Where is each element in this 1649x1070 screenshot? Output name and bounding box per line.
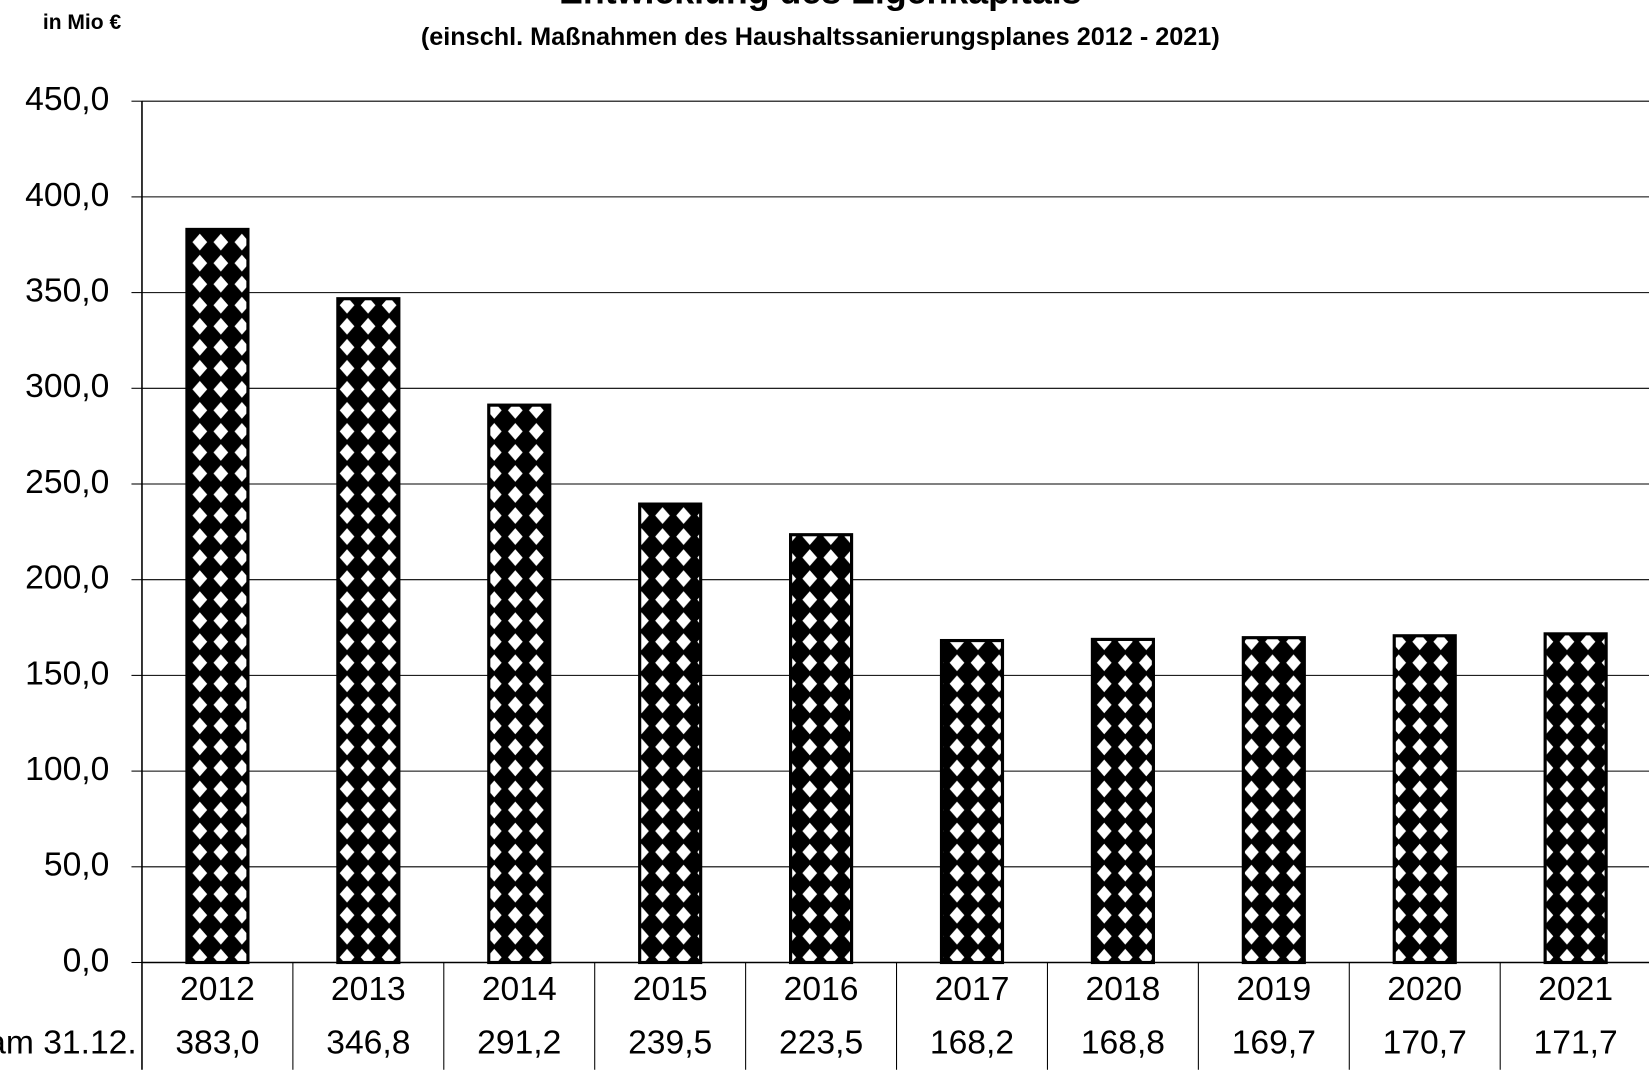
table-value: 291,2 — [477, 1024, 561, 1061]
y-tick-label: 50,0 — [44, 847, 109, 884]
x-tick-label: 2018 — [1085, 971, 1160, 1008]
y-tick-label: 150,0 — [25, 655, 109, 692]
x-tick-label: 2012 — [180, 971, 255, 1008]
x-tick-label: 2014 — [482, 971, 557, 1008]
bar — [1241, 636, 1306, 965]
table-value: 170,7 — [1383, 1024, 1467, 1061]
y-tick-label: 200,0 — [25, 560, 109, 597]
bar — [185, 227, 250, 965]
table-value: 223,5 — [779, 1024, 863, 1061]
table-value: 169,7 — [1232, 1024, 1316, 1061]
table-value: 346,8 — [326, 1024, 410, 1061]
y-tick-label: 350,0 — [25, 272, 109, 309]
bar — [939, 638, 1005, 965]
y-tick-label: 400,0 — [25, 177, 109, 214]
table-value: 171,7 — [1534, 1024, 1618, 1061]
table-value: 168,2 — [930, 1024, 1014, 1061]
x-tick-label: 2021 — [1538, 971, 1613, 1008]
bar — [487, 403, 552, 965]
bar — [789, 533, 854, 965]
x-tick-label: 2015 — [633, 971, 708, 1008]
bar — [638, 502, 703, 965]
x-tick-label: 2020 — [1387, 971, 1462, 1008]
x-tick-label: 2016 — [784, 971, 859, 1008]
chart-subtitle: (einschl. Maßnahmen des Haushaltssanieru… — [421, 23, 1220, 51]
y-tick-label: 450,0 — [25, 81, 109, 118]
table-value: 239,5 — [628, 1024, 712, 1061]
bar — [1090, 637, 1155, 965]
x-tick-label: 2017 — [935, 971, 1010, 1008]
bar — [1392, 634, 1457, 965]
y-tick-label: 0,0 — [63, 942, 110, 979]
bar — [1543, 632, 1608, 965]
table-row-label: am 31.12. — [0, 1024, 137, 1061]
bar — [336, 297, 401, 965]
x-tick-label: 2013 — [331, 971, 406, 1008]
y-tick-label: 300,0 — [25, 368, 109, 405]
table-value: 383,0 — [175, 1024, 259, 1061]
chart-title: Entwicklung des Eigenkapitals — [559, 0, 1081, 11]
table-value: 168,8 — [1081, 1024, 1165, 1061]
y-tick-label: 250,0 — [25, 464, 109, 501]
x-tick-label: 2019 — [1236, 971, 1311, 1008]
y-axis-label: in Mio € — [43, 11, 122, 34]
y-tick-label: 100,0 — [25, 751, 109, 788]
